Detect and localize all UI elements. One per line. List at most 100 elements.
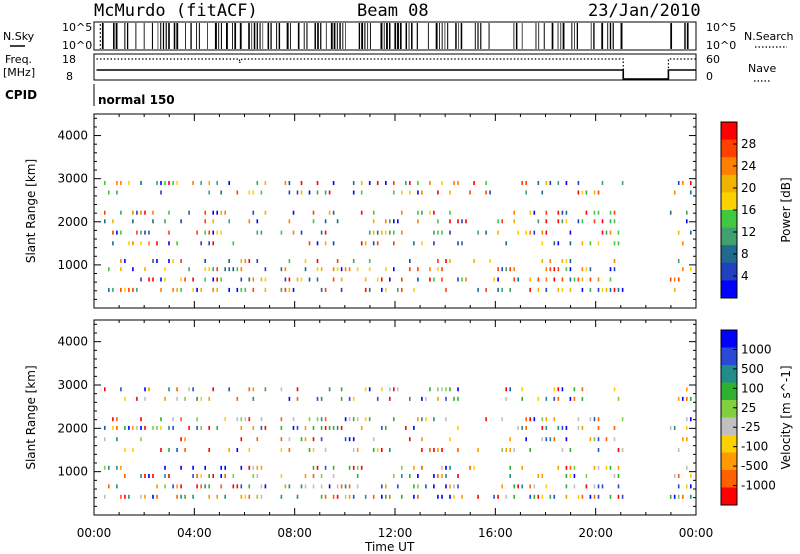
echo-mark	[389, 230, 391, 235]
echo-mark	[348, 494, 351, 499]
echo-mark	[160, 448, 162, 452]
echo-mark	[220, 230, 222, 235]
echo-mark	[597, 287, 600, 292]
echo-mark	[686, 210, 688, 215]
freq-tick-bottom: 8	[66, 70, 73, 83]
echo-mark	[509, 267, 511, 272]
echo-mark	[557, 181, 560, 185]
echo-mark	[108, 484, 110, 489]
nsky-panel-frame	[93, 21, 697, 51]
echo-mark	[256, 219, 259, 224]
echo-mark	[148, 387, 150, 392]
echo-mark	[381, 494, 383, 499]
echo-mark	[413, 484, 415, 489]
echo-mark	[352, 259, 355, 263]
echo-mark	[601, 484, 604, 489]
echo-mark	[521, 465, 523, 470]
echo-mark	[232, 267, 235, 272]
echo-mark	[144, 494, 146, 499]
echo-mark	[437, 396, 439, 401]
echo-mark	[336, 425, 339, 430]
echo-mark	[328, 190, 331, 195]
echo-mark	[104, 425, 106, 430]
echo-mark	[220, 210, 222, 215]
echo-mark	[180, 417, 182, 422]
echo-mark	[593, 465, 596, 470]
echo-mark	[144, 267, 146, 272]
echo-mark	[565, 465, 568, 470]
echo-mark	[577, 219, 580, 224]
echo-mark	[389, 494, 391, 499]
echo-mark	[445, 396, 447, 401]
echo-mark	[605, 437, 608, 442]
echo-mark	[565, 494, 568, 499]
echo-mark	[364, 241, 367, 246]
echo-mark	[184, 396, 186, 401]
echo-mark	[248, 484, 251, 489]
echo-mark	[352, 417, 355, 422]
echo-mark	[264, 287, 267, 292]
echo-mark	[376, 396, 379, 401]
echo-mark	[613, 210, 616, 215]
echo-mark	[196, 425, 198, 430]
echo-mark	[409, 267, 411, 272]
echo-mark	[144, 387, 146, 392]
echo-mark	[601, 181, 604, 185]
echo-mark	[401, 465, 403, 470]
echo-mark	[541, 190, 544, 195]
echo-mark	[533, 417, 536, 422]
echo-mark	[537, 494, 540, 499]
echo-mark	[140, 425, 142, 430]
echo-mark	[421, 465, 423, 470]
echo-mark	[160, 425, 162, 430]
echo-mark	[569, 465, 572, 470]
echo-mark	[533, 230, 536, 235]
echo-mark	[376, 181, 379, 185]
echo-mark	[529, 484, 531, 489]
freq-lines	[96, 58, 696, 80]
echo-mark	[690, 267, 692, 272]
echo-mark	[252, 210, 255, 215]
echo-mark	[421, 396, 423, 401]
echo-mark	[577, 494, 580, 499]
echo-mark	[188, 210, 190, 215]
echo-mark	[120, 230, 122, 235]
echo-mark	[449, 210, 451, 215]
echo-mark	[372, 210, 375, 215]
echo-mark	[188, 425, 190, 430]
echo-mark	[397, 484, 399, 489]
echo-mark	[589, 267, 592, 272]
echo-mark	[236, 267, 239, 272]
colorbar-tick-label: 12	[741, 225, 756, 239]
echo-mark	[541, 259, 544, 263]
echo-mark	[457, 219, 459, 224]
echo-mark	[409, 474, 411, 478]
echo-mark	[144, 396, 146, 401]
echo-mark	[260, 494, 263, 499]
echo-mark	[589, 494, 592, 499]
echo-mark	[244, 417, 247, 422]
echo-mark	[589, 241, 592, 246]
echo-mark	[513, 494, 515, 499]
echo-mark	[192, 474, 194, 478]
echo-mark	[477, 448, 479, 452]
echo-mark	[573, 387, 576, 392]
echo-mark	[200, 241, 202, 246]
echo-mark	[288, 287, 291, 292]
echo-mark	[497, 494, 499, 499]
echo-mark	[557, 241, 560, 246]
echo-mark	[385, 219, 387, 224]
echo-mark	[393, 241, 395, 246]
echo-mark	[449, 494, 451, 499]
echo-mark	[340, 425, 343, 430]
echo-mark	[417, 494, 419, 499]
echo-mark	[417, 219, 419, 224]
echo-mark	[216, 267, 218, 272]
echo-mark	[304, 267, 307, 272]
echo-mark	[465, 219, 467, 224]
colorbar-swatch	[721, 262, 737, 281]
echo-mark	[533, 484, 536, 489]
echo-mark	[148, 277, 150, 282]
colorbar-swatch	[721, 382, 737, 401]
echo-mark	[413, 287, 415, 292]
